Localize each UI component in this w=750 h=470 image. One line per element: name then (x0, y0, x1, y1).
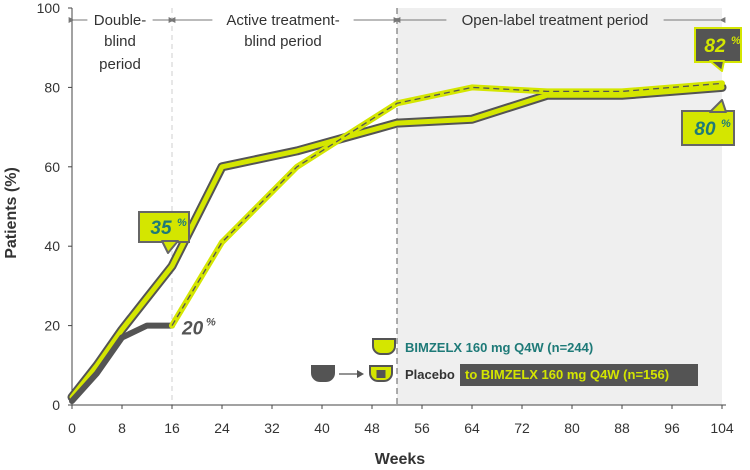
period-label-double-blind: Double- (94, 12, 147, 29)
axes: 0 20 40 60 80 100 0 8 16 24 32 40 48 56 64 72 80 88 96 104 (37, 0, 734, 436)
x-tick-label: 16 (164, 420, 180, 436)
x-tick-label: 56 (414, 420, 430, 436)
y-tick-label: 80 (44, 79, 60, 95)
callout-bimzelx-week104-tail (709, 99, 727, 113)
callout-bimzelx-week16-tail (161, 240, 179, 254)
x-tick-label: 0 (68, 420, 76, 436)
callout-placebo-week104-value: 82 (704, 36, 726, 57)
x-tick-label: 104 (710, 420, 734, 436)
legend-highlight-box (460, 364, 698, 386)
y-tick-label: 20 (44, 318, 60, 334)
x-tick-label: 96 (664, 420, 680, 436)
series-bimzelx-line (69, 84, 725, 400)
open-label-shading (397, 8, 722, 405)
x-tick-label: 8 (118, 420, 126, 436)
period-label-active: Active treatment- (226, 12, 339, 29)
legend-swatch-bimzelx (372, 338, 396, 355)
x-tick-label: 88 (614, 420, 630, 436)
x-tick-label: 32 (264, 420, 280, 436)
series-lines (67, 80, 727, 404)
callout-bimzelx-week16-suffix: % (177, 217, 187, 229)
callout-bimzelx-week16: 35% (138, 211, 190, 254)
period-label-double-blind: blind (104, 33, 136, 50)
period-label-active: blind period (244, 33, 322, 50)
series-placebo-switch-dash (171, 82, 723, 326)
y-tick-label: 40 (44, 238, 60, 254)
period-labels: Double-blind period Active treatment-blind… (68, 12, 726, 73)
callout-placebo-week16: 20% (181, 317, 216, 340)
series-placebo-line (69, 322, 175, 404)
callout-bimzelx-week16-box (138, 211, 190, 243)
x-tick-label: 80 (564, 420, 580, 436)
legend-swatch-switch-marker (376, 370, 386, 378)
x-axis-title: Weeks (375, 451, 426, 468)
callout-placebo-week104-suffix: % (731, 35, 741, 47)
legend-label-bimzelx: BIMZELX 160 mg Q4W (n=244) (405, 340, 593, 355)
callout-placebo-week16-value: 20 (181, 319, 204, 340)
x-tick-label: 72 (514, 420, 530, 436)
callout-bimzelx-week104-box (681, 110, 735, 146)
x-tick-label: 64 (464, 420, 480, 436)
y-tick-label: 0 (52, 397, 60, 413)
callout-bimzelx-week16-value: 35 (150, 218, 172, 239)
y-tick-label: 100 (37, 0, 61, 16)
legend: BIMZELX 160 mg Q4W (n=244) Placebo to BIMZ… (311, 338, 698, 386)
legend-switch-arrowhead (357, 370, 364, 378)
open-label-shade (397, 8, 722, 405)
callout-bimzelx-week104-value: 80 (694, 119, 716, 140)
x-tick-label: 40 (314, 420, 330, 436)
x-tick-label: 24 (214, 420, 230, 436)
legend-label-placebo: Placebo (405, 367, 455, 382)
callout-placebo-week104: 82% (694, 27, 742, 72)
callout-placebo-week16-suffix: % (206, 317, 216, 329)
y-axis-title: Patients (%) (3, 167, 20, 259)
legend-label-switch: to BIMZELX 160 mg Q4W (n=156) (465, 367, 669, 382)
callout-bimzelx-week104: 80% (681, 99, 735, 146)
period-label-double-blind: period (99, 56, 141, 73)
y-tick-label: 60 (44, 159, 60, 175)
period-dividers (171, 8, 398, 405)
period-label-open-label: Open-label treatment period (462, 12, 649, 29)
callout-placebo-week104-tail (709, 60, 725, 72)
legend-swatch-placebo (311, 365, 335, 382)
callouts: 35 %20 %82 %80% (138, 27, 742, 340)
x-tick-label: 48 (364, 420, 380, 436)
callout-bimzelx-week104-suffix: % (721, 118, 731, 130)
